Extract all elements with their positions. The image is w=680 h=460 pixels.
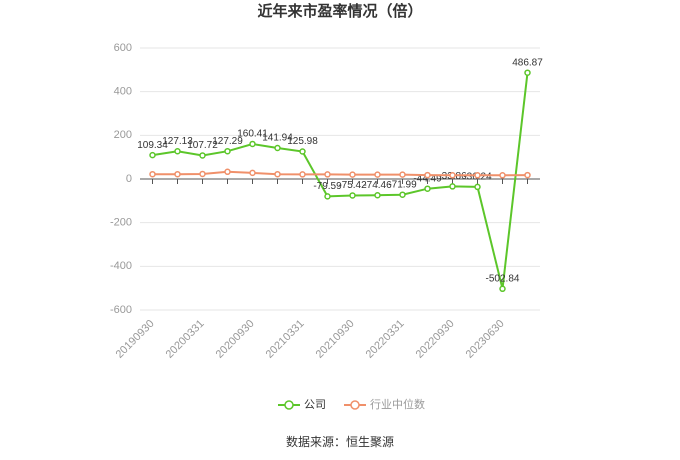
point <box>324 193 331 200</box>
y-tick-label: -600 <box>110 304 132 316</box>
y-tick-label: -400 <box>110 260 132 272</box>
series-line <box>152 72 529 290</box>
legend-marker <box>284 400 294 410</box>
data-label: -74.46 <box>363 180 392 191</box>
point <box>449 172 456 179</box>
point <box>499 285 506 293</box>
chart-title: 近年来市盈率情况（倍） <box>257 2 422 20</box>
point <box>299 148 306 155</box>
x-tick-label: 20210930 <box>314 318 357 361</box>
y-tick-label: 600 <box>114 42 132 54</box>
point <box>274 144 281 152</box>
data-label: -71.99 <box>388 179 417 190</box>
point <box>424 185 431 192</box>
data-label: 127.13 <box>162 136 193 147</box>
point <box>374 171 381 178</box>
data-label: 107.72 <box>187 140 218 151</box>
y-tick-label: 200 <box>114 129 132 141</box>
point <box>424 171 431 179</box>
point <box>349 192 356 199</box>
point <box>374 192 381 199</box>
data-label: -75.42 <box>338 180 367 191</box>
point <box>249 140 256 148</box>
data-label: 125.98 <box>287 136 318 147</box>
point <box>299 171 306 178</box>
point <box>274 170 281 178</box>
point <box>199 152 206 159</box>
x-tick-label: 20210331 <box>264 318 307 361</box>
point <box>174 170 181 178</box>
point <box>199 170 206 178</box>
data-label: 141.94 <box>262 133 293 144</box>
data-label: -502.84 <box>486 273 520 284</box>
point <box>324 171 331 178</box>
data-label: 109.34 <box>137 140 168 151</box>
data-label: 160.41 <box>237 129 268 140</box>
legend-marker <box>350 400 360 410</box>
source: 数据来源：恒生聚源 <box>286 434 394 449</box>
x-tick-label: 20190930 <box>114 318 157 361</box>
data-label: 486.87 <box>512 57 543 68</box>
point <box>224 168 231 176</box>
x-tick-label: 20230630 <box>464 318 507 361</box>
point <box>524 171 531 179</box>
x-tick-label: 20220930 <box>414 318 457 361</box>
point <box>349 171 356 178</box>
y-tick-label: -200 <box>110 217 132 229</box>
data-label: 127.29 <box>212 136 243 147</box>
legend-label: 公司 <box>304 399 326 411</box>
x-tick-label: 20200331 <box>164 318 207 361</box>
point <box>449 183 456 190</box>
y-tick-label: 0 <box>126 173 132 185</box>
x-tick-label: 20220331 <box>364 318 407 361</box>
point <box>474 183 481 191</box>
point <box>149 151 156 159</box>
x-tick-label: 20200930 <box>214 318 257 361</box>
point <box>399 171 406 178</box>
point <box>399 191 406 198</box>
y-tick-label: 400 <box>114 86 132 98</box>
data-label: -79.59 <box>313 181 342 192</box>
point <box>224 147 231 155</box>
data-label: -44.49 <box>413 173 442 184</box>
point <box>499 172 506 179</box>
legend-label: 行业中位数 <box>370 397 425 411</box>
point <box>474 172 481 179</box>
point <box>249 169 256 177</box>
point <box>174 147 181 155</box>
point <box>149 170 156 178</box>
point <box>524 69 531 76</box>
series-line <box>152 170 528 177</box>
